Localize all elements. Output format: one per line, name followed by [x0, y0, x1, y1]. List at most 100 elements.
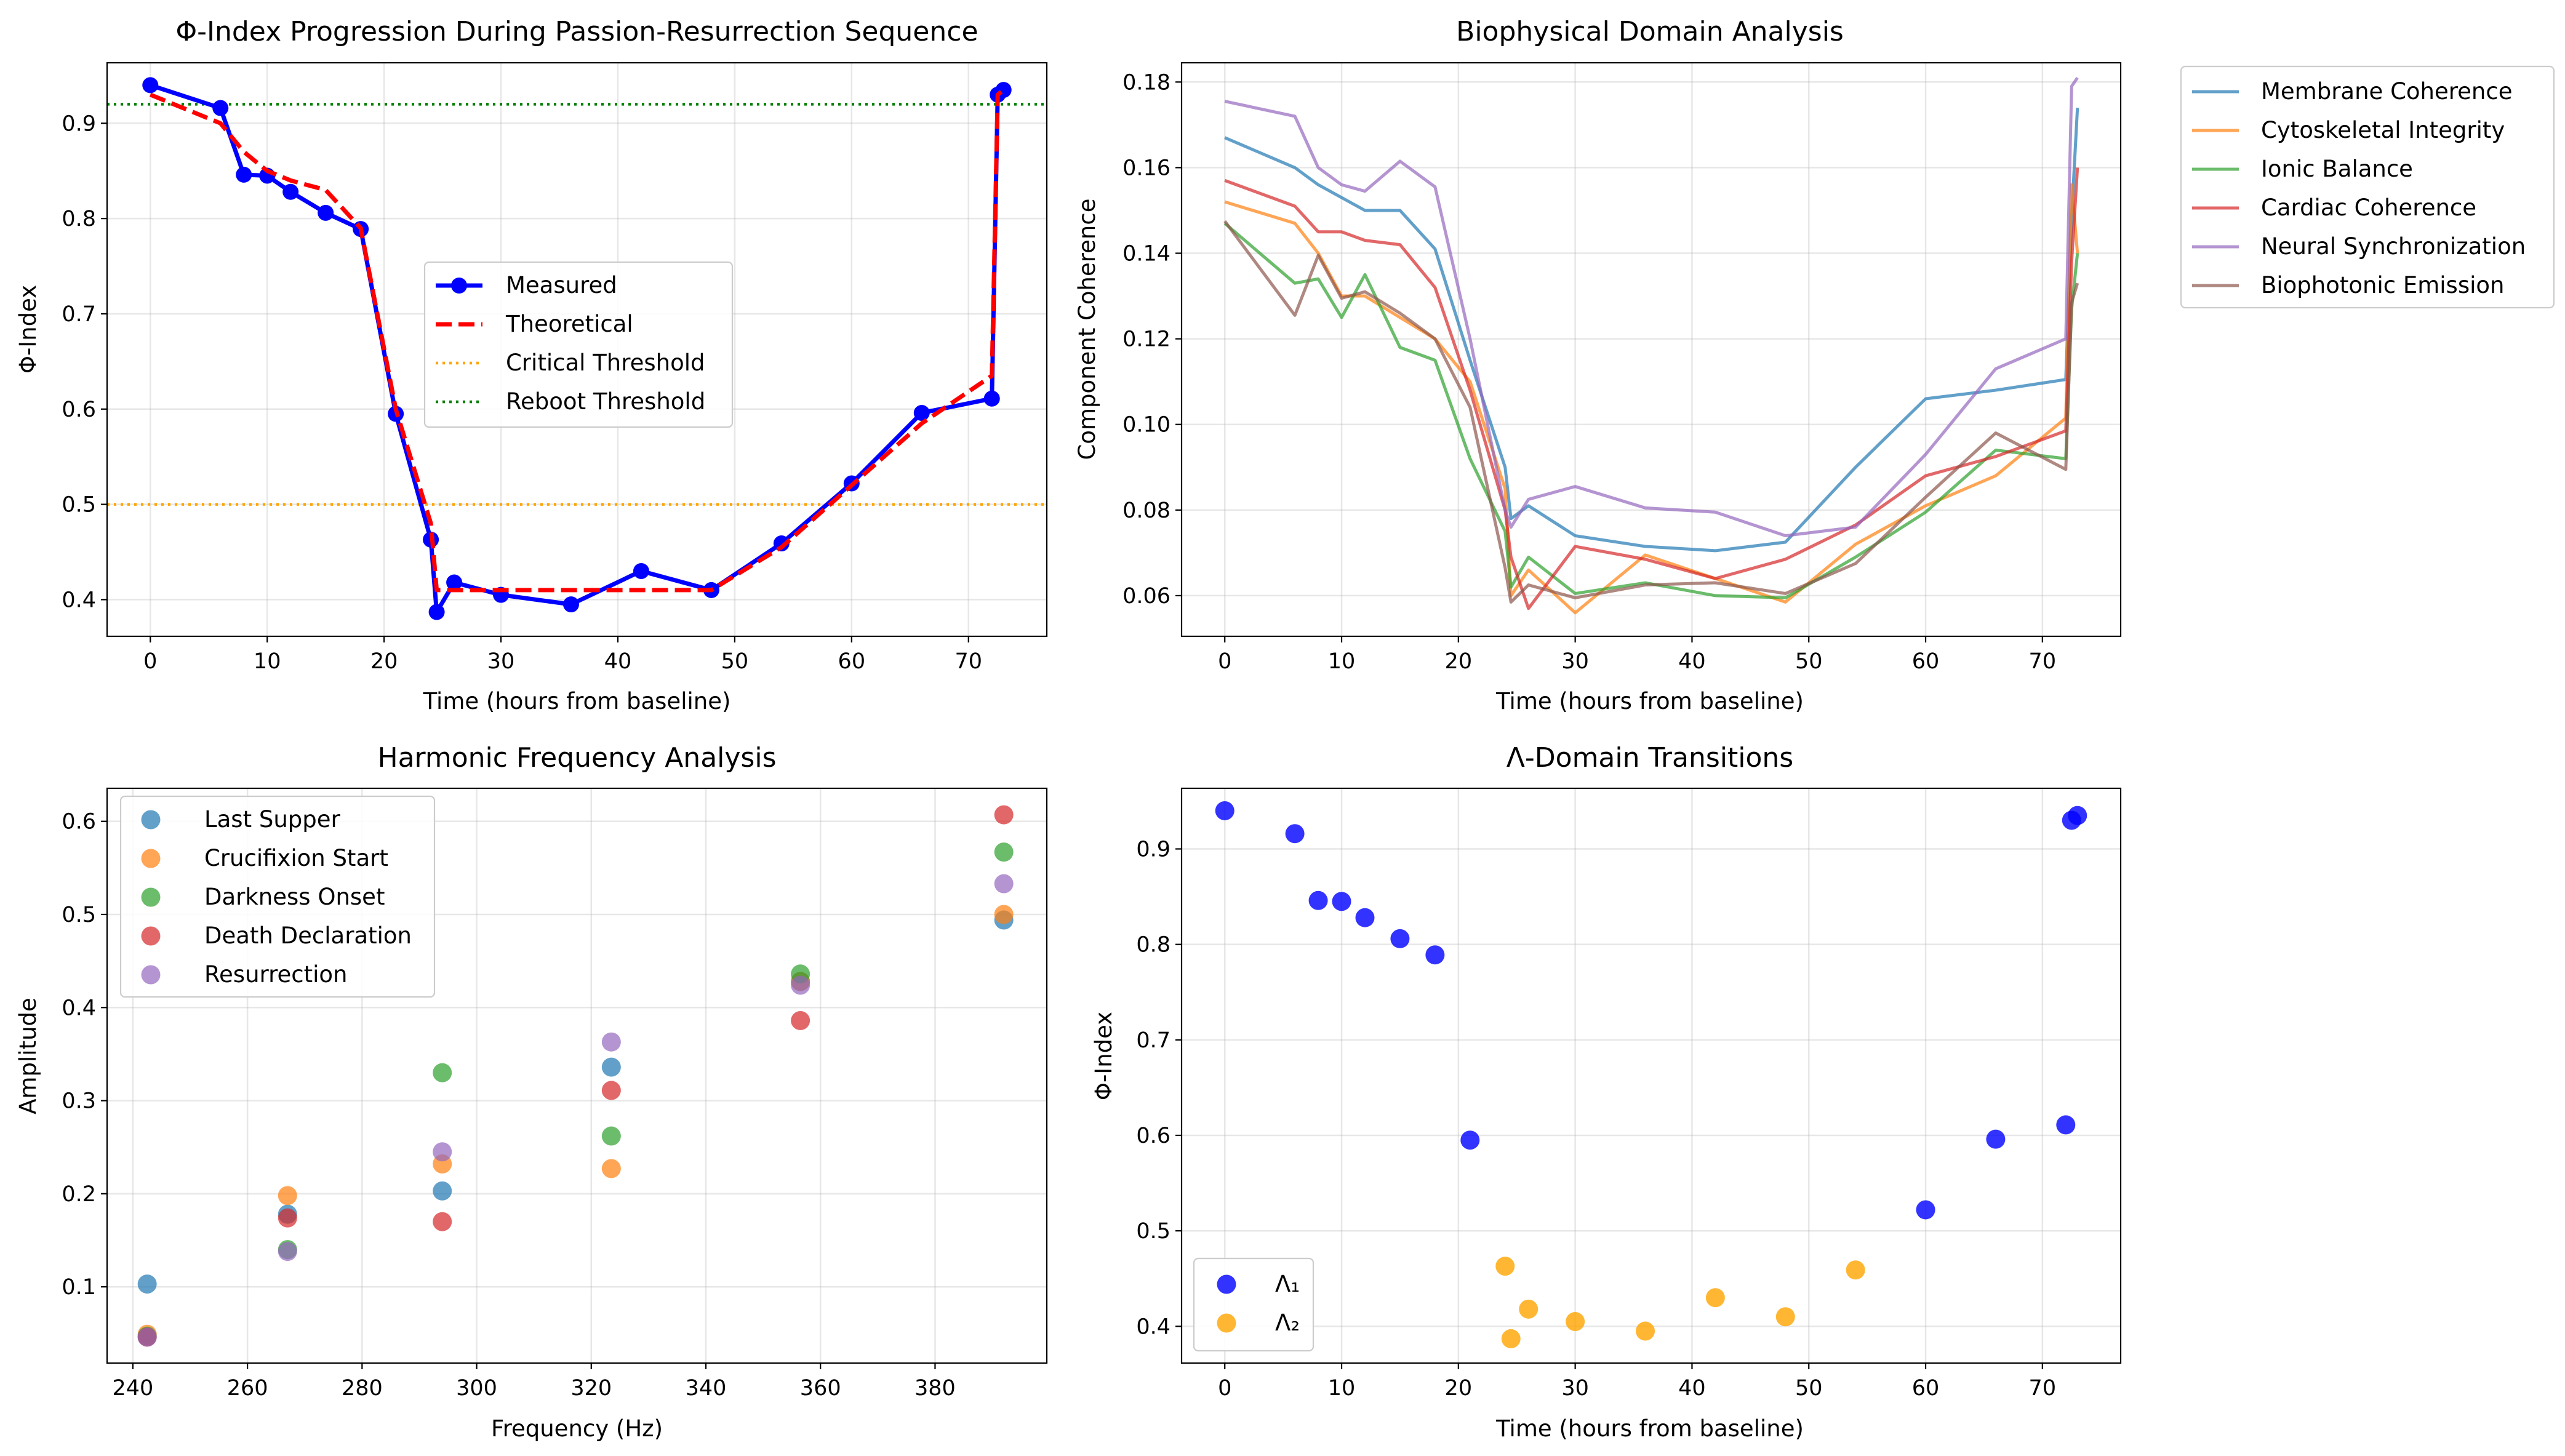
- series-line-biophotonic-emission: [1223, 220, 2079, 604]
- x-tick-label: 70: [2029, 1376, 2057, 1401]
- y-tick-label: 0.9: [62, 111, 96, 136]
- legend-entry-label: Critical Threshold: [506, 350, 705, 376]
- x-tick-label: 20: [1445, 1376, 1473, 1401]
- harmonic-title: Harmonic Frequency Analysis: [377, 742, 776, 774]
- phi-progression-y-axis-label: Φ-Index: [15, 285, 41, 374]
- harmonic-frequency-panel: Harmonic Frequency Analysis Frequency (H…: [15, 742, 1048, 1442]
- x-tick-label: 340: [686, 1376, 727, 1401]
- scatter-point-last-supper: [137, 1274, 157, 1294]
- x-tick-label: 70: [954, 649, 982, 674]
- phi-progression-title: Φ-Index Progression During Passion-Resur…: [175, 16, 978, 47]
- x-tick-label: 20: [370, 649, 398, 674]
- scatter-point-lambda: [1566, 1312, 1585, 1332]
- scatter-point-lambda: [1460, 1130, 1480, 1150]
- legend-entry-label: Measured: [506, 272, 617, 298]
- x-tick-label: 320: [570, 1376, 612, 1401]
- y-tick-label: 0.4: [1136, 1314, 1170, 1339]
- scatter-point-lambda: [1705, 1288, 1725, 1308]
- measured-data-point: [913, 404, 930, 421]
- scatter-point-darkness-onset: [994, 842, 1014, 862]
- scatter-point-lambda: [1215, 801, 1234, 820]
- scatter-point-death-declaration: [433, 1212, 452, 1231]
- x-tick-label: 40: [1678, 649, 1706, 674]
- y-tick-label: 0.18: [1122, 70, 1170, 95]
- legend-marker: [141, 887, 161, 907]
- x-tick-label: 0: [143, 649, 157, 674]
- y-tick-label: 0.3: [62, 1089, 96, 1114]
- scatter-point-lambda: [1285, 824, 1305, 844]
- y-tick-label: 0.16: [1122, 156, 1170, 180]
- scatter-point-darkness-onset: [601, 1126, 621, 1146]
- x-tick-label: 10: [1328, 1376, 1356, 1401]
- scatter-point-lambda: [1355, 908, 1375, 927]
- legend-entry-label: Crucifixion Start: [204, 845, 388, 871]
- x-tick-label: 300: [456, 1376, 497, 1401]
- legend-entry-label: Λ₁: [1275, 1271, 1300, 1297]
- y-tick-label: 0.6: [62, 398, 96, 422]
- scatter-point-resurrection: [601, 1032, 621, 1052]
- lambda-title: Λ-Domain Transitions: [1507, 742, 1793, 774]
- legend-entry-label: Neural Synchronization: [2261, 233, 2526, 260]
- legend-entry-label: Resurrection: [204, 961, 347, 988]
- scatter-point-crucifixion-start: [994, 905, 1014, 924]
- scatter-point-darkness-onset: [433, 1063, 452, 1082]
- measured-data-point: [142, 77, 159, 94]
- x-tick-label: 70: [2029, 649, 2057, 674]
- x-tick-label: 360: [800, 1376, 841, 1401]
- scatter-point-lambda: [1332, 892, 1351, 911]
- x-tick-label: 50: [721, 649, 749, 674]
- y-tick-label: 0.7: [62, 302, 96, 327]
- scatter-point-lambda: [1986, 1129, 2006, 1149]
- legend-entry-label: Theoretical: [505, 311, 633, 337]
- legend-entry-label: Cytoskeletal Integrity: [2261, 117, 2505, 143]
- phi-progression-x-axis-label: Time (hours from baseline): [423, 688, 731, 714]
- series-line-membrane-coherence: [1224, 107, 2079, 553]
- scatter-point-lambda: [1390, 929, 1410, 948]
- measured-data-point: [446, 574, 463, 591]
- biophysical-title: Biophysical Domain Analysis: [1456, 16, 1844, 47]
- x-tick-label: 0: [1218, 649, 1231, 674]
- scatter-point-death-declaration: [278, 1208, 297, 1228]
- y-tick-label: 0.9: [1136, 838, 1170, 862]
- x-tick-label: 10: [254, 649, 281, 674]
- y-tick-label: 0.06: [1122, 584, 1170, 609]
- x-tick-label: 40: [1678, 1376, 1706, 1401]
- legend-entry-label: Ionic Balance: [2261, 156, 2413, 182]
- series-line-neural-synchronization: [1224, 76, 2079, 538]
- lambda-x-axis-label: Time (hours from baseline): [1495, 1415, 1804, 1442]
- x-tick-label: 30: [1561, 1376, 1589, 1401]
- y-tick-label: 0.10: [1122, 413, 1170, 438]
- legend-entry-label: Death Declaration: [204, 922, 412, 949]
- x-tick-label: 30: [487, 649, 515, 674]
- scatter-point-lambda: [1425, 945, 1445, 965]
- x-tick-label: 260: [227, 1376, 268, 1401]
- phi-index-progression-panel: Φ-Index Progression During Passion-Resur…: [15, 16, 1048, 714]
- legend-marker: [141, 965, 161, 985]
- scatter-point-lambda: [2068, 806, 2087, 825]
- x-tick-label: 10: [1328, 649, 1356, 674]
- x-tick-label: 50: [1795, 649, 1823, 674]
- biophysical-x-axis-label: Time (hours from baseline): [1495, 688, 1804, 714]
- legend-entry-label: Membrane Coherence: [2261, 78, 2512, 105]
- x-tick-label: 50: [1795, 1376, 1823, 1401]
- plot-area-frame: [106, 62, 1048, 638]
- y-tick-label: 0.14: [1122, 242, 1170, 266]
- harmonic-y-axis-label: Amplitude: [15, 998, 41, 1114]
- x-tick-label: 280: [342, 1376, 383, 1401]
- measured-data-point: [633, 562, 649, 579]
- measured-data-point: [318, 204, 334, 221]
- scatter-point-death-declaration: [601, 1081, 621, 1100]
- phi-progression-legend: [423, 261, 734, 428]
- legend-marker: [1217, 1274, 1236, 1294]
- legend-entry-label: Λ₂: [1275, 1310, 1300, 1336]
- scatter-point-lambda: [1501, 1329, 1521, 1348]
- x-tick-label: 60: [838, 649, 866, 674]
- scatter-point-death-declaration: [994, 805, 1014, 825]
- plot-area-frame: [106, 787, 1048, 1364]
- scatter-point-resurrection: [791, 975, 810, 995]
- scatter-point-lambda: [1636, 1321, 1655, 1341]
- y-tick-label: 0.5: [62, 493, 96, 518]
- legend-marker: [141, 810, 161, 830]
- y-tick-label: 0.1: [62, 1275, 96, 1300]
